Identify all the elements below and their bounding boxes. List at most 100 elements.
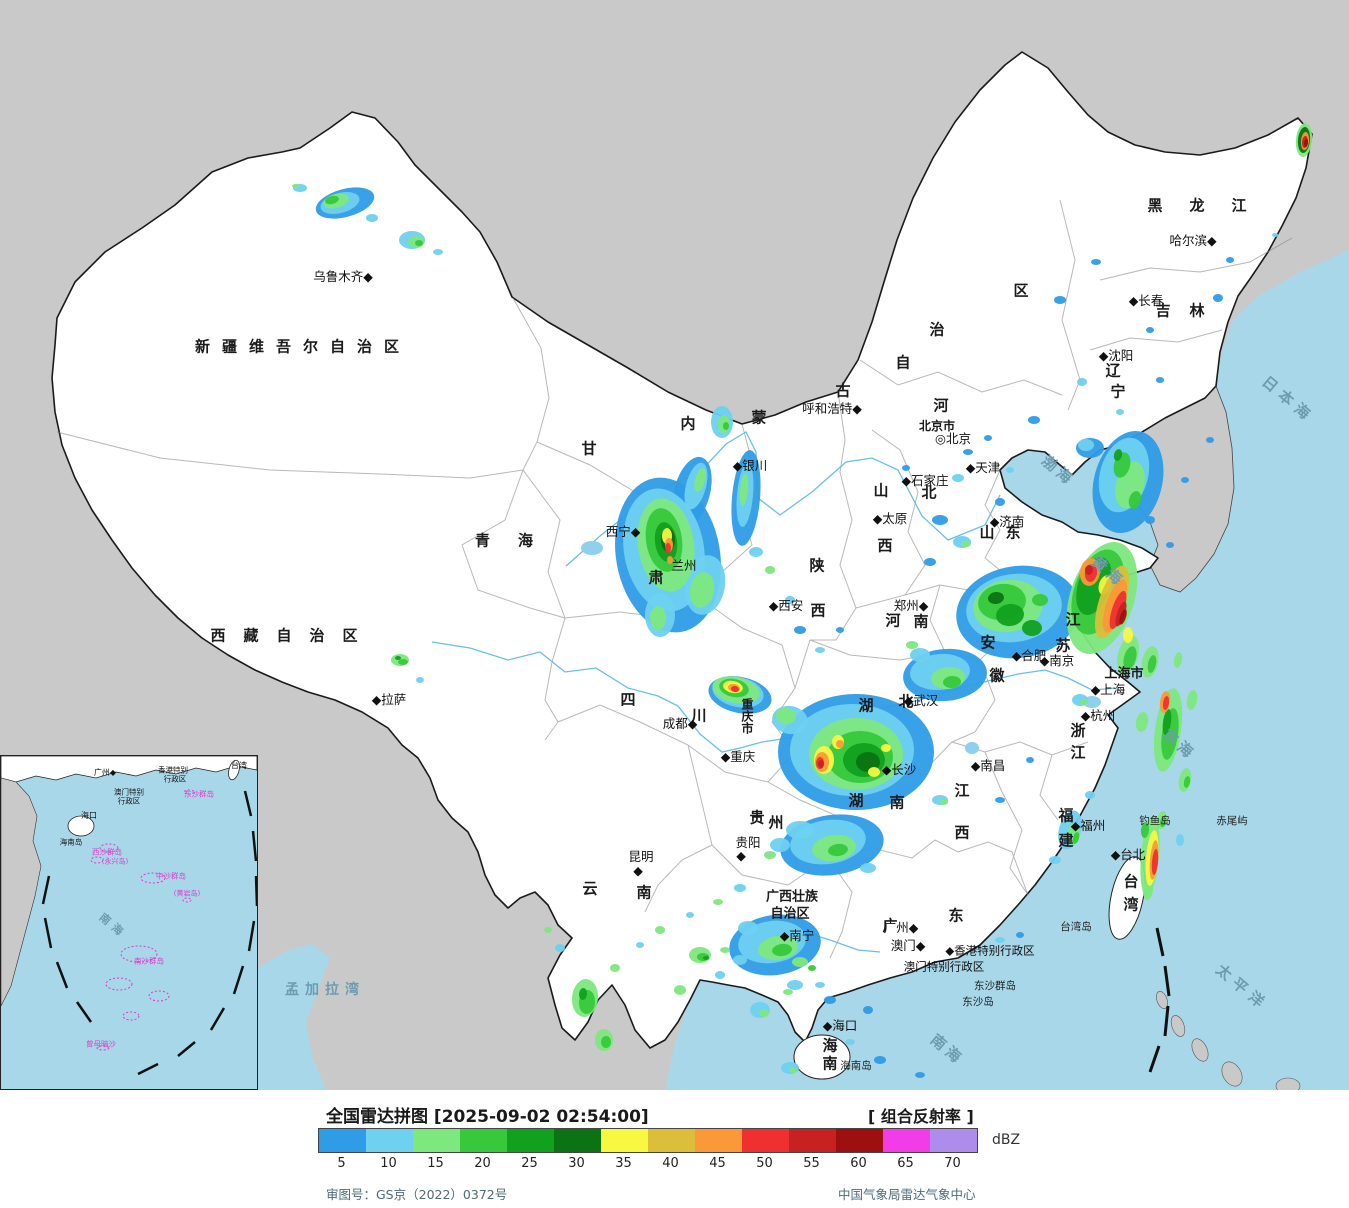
radar-echo-60dbz	[1303, 139, 1309, 147]
boundary-dash	[1163, 965, 1171, 997]
radar-echo-55dbz	[818, 760, 824, 768]
radar-echo-10dbz	[1049, 856, 1061, 864]
inset-china-coast	[1, 756, 257, 783]
legend-value-45: 45	[709, 1156, 726, 1171]
radar-echo-10dbz	[738, 921, 758, 935]
radar-echo-45dbz	[667, 556, 673, 564]
radar-echo-35dbz	[1123, 627, 1133, 643]
radar-echo-10dbz	[845, 1039, 855, 1045]
radar-echo-35dbz	[881, 744, 891, 752]
radar-echo-50dbz	[1109, 590, 1127, 630]
inset-nine-dash	[75, 1001, 93, 1023]
legend-value-20: 20	[474, 1156, 491, 1171]
radar-echo-10dbz	[749, 547, 763, 557]
radar-echo-20dbz	[1128, 491, 1142, 509]
legend-value-25: 25	[521, 1156, 538, 1171]
inset-sea	[1, 756, 257, 1089]
legend-value-40: 40	[662, 1156, 679, 1171]
radar-echo-10dbz	[1272, 233, 1278, 237]
legend-swatch-40	[648, 1129, 695, 1152]
inset-nine-dash	[41, 875, 51, 905]
inset-island-group	[105, 977, 133, 991]
radar-echo-20dbz	[723, 422, 729, 430]
radar-echo-5dbz	[1016, 932, 1024, 938]
inset-island-groups	[90, 789, 195, 1051]
radar-echo-20dbz	[772, 943, 792, 957]
radar-echo-50dbz	[665, 543, 671, 553]
inset-nine-dash	[137, 1062, 159, 1076]
radar-echo-10dbz	[715, 971, 725, 979]
radar-echo-10dbz	[686, 912, 694, 918]
radar-echo-50dbz	[1151, 849, 1159, 875]
inset-island-group	[99, 843, 119, 853]
legend-swatch-25	[507, 1129, 554, 1152]
boundary-dash	[1155, 927, 1165, 957]
radar-echo-15dbz	[650, 606, 666, 630]
radar-echo-5dbz	[1213, 294, 1223, 302]
radar-echo-15dbz	[783, 989, 793, 995]
radar-echo-20dbz	[828, 843, 848, 857]
radar-echo-20dbz	[1140, 822, 1150, 838]
inset-island-group	[182, 897, 192, 903]
radar-echo-25dbz	[578, 988, 588, 1000]
inset-nine-dash	[43, 917, 53, 949]
legend-value-15: 15	[427, 1156, 444, 1171]
inset-indochina	[1, 777, 42, 1007]
radar-echo-20dbz	[1032, 594, 1048, 606]
radar-echo-10dbz	[416, 677, 424, 683]
radar-echo-5dbz	[1054, 296, 1066, 304]
map-title: 全国雷达拼图 [2025-09-02 02:54:00]	[326, 1107, 649, 1127]
radar-echo-layer	[292, 123, 1313, 1078]
radar-echo-5dbz	[984, 435, 992, 441]
footer-approval-number: 审图号：GS京（2022）0372号	[326, 1187, 508, 1202]
radar-echo-10dbz	[786, 821, 814, 839]
legend-value-70: 70	[944, 1156, 961, 1171]
radar-echo-50dbz	[1162, 696, 1170, 710]
ocean-bay-of-bengal	[258, 944, 330, 1090]
footer-agency: 中国气象局雷达气象中心	[838, 1187, 976, 1202]
south-china-sea-inset: 广州◆ 香港特别 行政区 澳门特别 行政区 台湾 东沙群岛 海口 海南岛 西沙群岛 (永兴岛) 中沙群…	[0, 755, 258, 1090]
radar-echo-15dbz	[765, 566, 775, 574]
radar-echo-5dbz	[794, 626, 806, 634]
radar-echo-5dbz	[824, 996, 836, 1004]
radar-echo-10dbz	[815, 647, 825, 653]
radar-echo-5dbz	[836, 627, 844, 633]
inset-island-group	[90, 856, 104, 864]
radar-echo-20dbz	[1123, 646, 1137, 670]
legend-swatch-5	[319, 1129, 366, 1152]
radar-echo-5dbz	[915, 1072, 925, 1078]
radar-echo-10dbz	[1006, 467, 1014, 473]
inset-nine-dash	[55, 961, 69, 989]
radar-echo-5dbz	[1146, 327, 1154, 333]
radar-echo-15dbz	[713, 899, 723, 905]
inset-island-group	[148, 990, 170, 1002]
inset-nine-dash	[247, 920, 256, 952]
radar-echo-10dbz	[555, 944, 565, 952]
radar-echo-15dbz	[544, 927, 552, 933]
radar-echo-10dbz	[636, 942, 644, 948]
legend-unit: dBZ	[992, 1132, 1021, 1148]
radar-echo-5dbz	[863, 1006, 873, 1014]
legend-value-35: 35	[615, 1156, 632, 1171]
radar-echo-10dbz	[910, 648, 930, 662]
radar-echo-25dbz	[395, 656, 401, 660]
radar-echo-15dbz	[694, 468, 706, 492]
radar-echo-15dbz	[655, 926, 665, 934]
legend-swatch-10	[366, 1129, 413, 1152]
radar-echo-15dbz	[789, 1067, 797, 1073]
radar-echo-5dbz	[1226, 257, 1234, 263]
inset-island-group	[140, 872, 166, 884]
radar-echo-20dbz	[943, 675, 961, 689]
radar-echo-30dbz	[988, 591, 1004, 605]
radar-echo-15dbz	[1173, 652, 1183, 668]
legend-swatch-70	[930, 1129, 977, 1152]
radar-echo-5dbz	[1091, 259, 1101, 265]
radar-echo-5dbz	[924, 558, 936, 566]
radar-echo-10dbz	[781, 1062, 799, 1074]
inset-nine-dash	[243, 790, 253, 817]
radar-echo-15dbz	[1186, 690, 1198, 710]
radar-echo-20dbz	[325, 195, 339, 205]
boundary-dash-layer	[1148, 927, 1171, 1073]
radar-echo-20dbz	[808, 965, 816, 971]
